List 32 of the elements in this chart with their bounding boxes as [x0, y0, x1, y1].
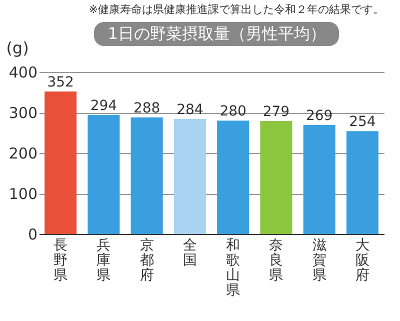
data-label: 279	[262, 104, 290, 120]
x-tick-label: 京都府	[140, 238, 154, 284]
bar	[303, 125, 336, 234]
x-tick-label: 全国	[182, 238, 197, 268]
y-tick-label: 400	[8, 64, 38, 82]
data-label: 288	[133, 100, 160, 116]
y-tick-label: 0	[28, 226, 38, 244]
y-tick-label: 300	[8, 104, 38, 122]
text: ※健康寿命は県健康推進課で算出した令和２年の結果です。	[88, 3, 384, 16]
data-label: 284	[176, 102, 204, 118]
x-tick-label: 大阪府	[355, 238, 370, 284]
x-tick-label: 兵庫県	[96, 238, 111, 284]
x-tick-label: 奈良県	[269, 238, 284, 284]
bar	[174, 118, 206, 234]
data-label: 352	[47, 74, 74, 90]
y-tick-label: 100	[8, 185, 38, 203]
bar	[88, 114, 120, 234]
x-tick-label: 滋賀県	[312, 238, 326, 284]
x-tick-label: 和歌山県	[226, 238, 240, 298]
bar	[130, 117, 163, 234]
x-tick-label: 長野県	[54, 238, 68, 284]
data-label: 280	[220, 104, 246, 120]
data-label: 254	[349, 114, 376, 130]
chart-title: 1日の野菜摂取量（男性平均）	[108, 24, 326, 43]
y-tick-label: 200	[8, 144, 38, 162]
bar	[44, 91, 77, 234]
bar	[217, 120, 250, 234]
bar	[346, 131, 378, 234]
data-label: 269	[306, 108, 333, 124]
y-axis-title: (g)	[6, 38, 29, 58]
data-label: 294	[90, 98, 118, 114]
bar	[260, 121, 292, 234]
